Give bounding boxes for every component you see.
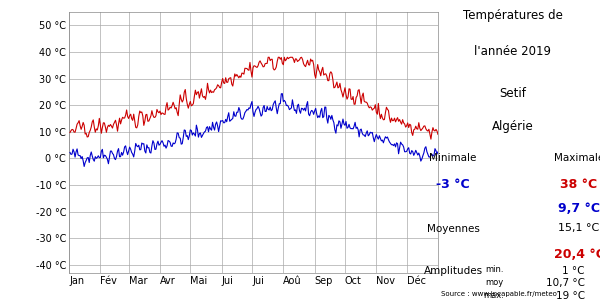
Text: Algérie: Algérie	[492, 120, 534, 133]
Text: moy: moy	[486, 278, 504, 287]
Text: Amplitudes: Amplitudes	[424, 266, 482, 275]
Text: 1 °C: 1 °C	[563, 266, 585, 275]
Text: Moyennes: Moyennes	[427, 224, 479, 233]
Text: Minimale: Minimale	[430, 153, 476, 163]
Text: Source : www.incapable.fr/meteo: Source : www.incapable.fr/meteo	[441, 291, 557, 297]
Text: 10,7 °C: 10,7 °C	[546, 278, 585, 288]
Text: Maximale: Maximale	[554, 153, 600, 163]
Text: 15,1 °C: 15,1 °C	[559, 224, 599, 233]
Text: 38 °C: 38 °C	[560, 178, 598, 191]
Text: max.: max.	[483, 291, 504, 300]
Text: 20,4 °C: 20,4 °C	[554, 248, 600, 260]
Text: 9,7 °C: 9,7 °C	[558, 202, 600, 215]
Text: 19 °C: 19 °C	[556, 291, 585, 300]
Text: min.: min.	[485, 266, 504, 274]
Text: -3 °C: -3 °C	[436, 178, 470, 191]
Text: l'année 2019: l'année 2019	[475, 45, 551, 58]
Text: Températures de: Températures de	[463, 9, 563, 22]
Text: Setif: Setif	[500, 87, 526, 100]
